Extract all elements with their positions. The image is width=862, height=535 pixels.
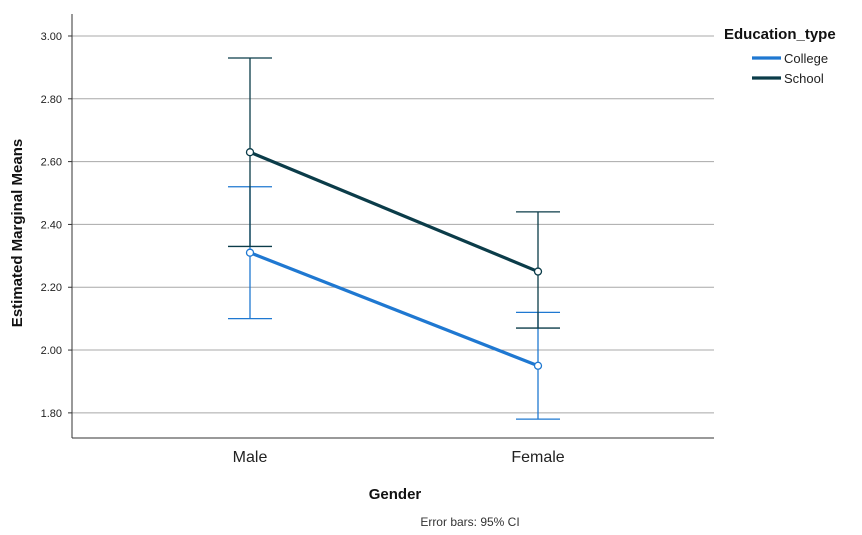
error-bars bbox=[228, 57, 560, 420]
axes bbox=[71, 14, 714, 439]
legend-label-school: School bbox=[784, 71, 824, 86]
series-lines bbox=[249, 150, 539, 368]
y-tick-label: 2.80 bbox=[41, 94, 62, 106]
error-bars-footnote: Error bars: 95% CI bbox=[420, 515, 519, 529]
data-point-school bbox=[533, 267, 543, 276]
x-tick-label: Male bbox=[233, 449, 268, 466]
series-line-college bbox=[249, 251, 539, 368]
y-tick-label: 1.80 bbox=[41, 408, 62, 420]
y-axis-title: Estimated Marginal Means bbox=[9, 139, 26, 327]
y-tick-label: 2.00 bbox=[41, 345, 62, 357]
x-axis-title: Gender bbox=[369, 486, 422, 503]
y-tick-labels: 1.80 2.00 2.20 2.40 2.60 2.80 3.00 bbox=[41, 31, 62, 420]
legend: Education_type College School bbox=[724, 26, 836, 86]
series-points bbox=[245, 148, 543, 370]
legend-title: Education_type bbox=[724, 26, 836, 43]
y-tick-label: 2.60 bbox=[41, 157, 62, 169]
legend-label-college: College bbox=[784, 51, 828, 66]
x-tick-labels: Male Female bbox=[233, 449, 565, 466]
gridlines bbox=[68, 35, 714, 414]
y-tick-label: 3.00 bbox=[41, 31, 62, 43]
data-point-college bbox=[245, 248, 255, 257]
data-point-college bbox=[533, 361, 543, 370]
series-line-school bbox=[249, 150, 539, 274]
y-tick-label: 2.40 bbox=[41, 219, 62, 231]
y-tick-label: 2.20 bbox=[41, 282, 62, 294]
x-tick-label: Female bbox=[511, 449, 564, 466]
data-point-school bbox=[245, 148, 255, 157]
